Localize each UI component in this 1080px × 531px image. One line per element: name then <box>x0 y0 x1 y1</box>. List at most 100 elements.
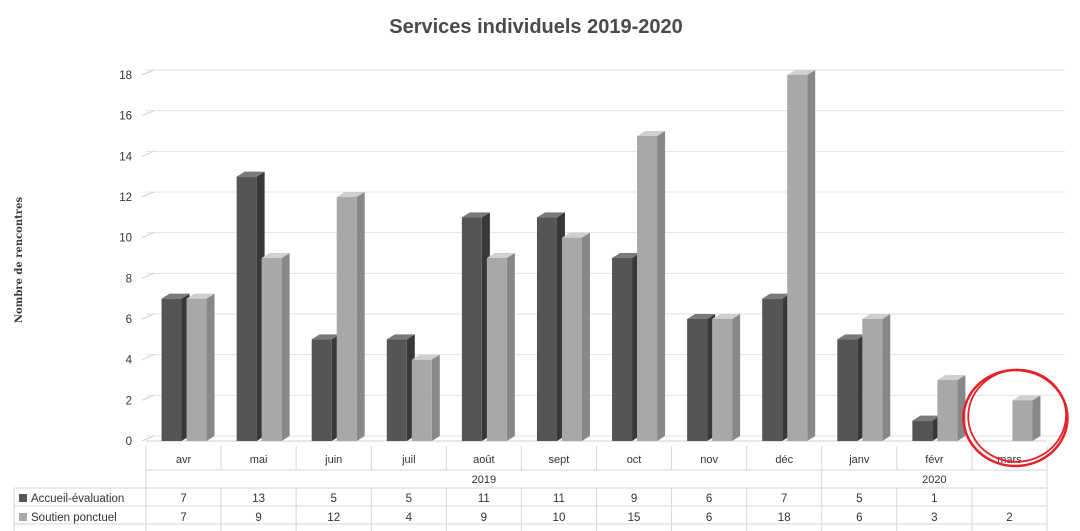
y-tick-label: 14 <box>119 151 132 163</box>
bar-front <box>762 298 783 441</box>
data-label: 18 <box>778 512 791 524</box>
data-label: 6 <box>706 493 712 505</box>
bar-front <box>336 197 357 441</box>
x-tick-label: août <box>473 454 494 466</box>
data-label: 13 <box>252 493 265 505</box>
data-table: avr mai juin juil août sept oct nov déc janv févr m… <box>13 446 1048 531</box>
bar-top <box>787 70 816 75</box>
bar-front <box>161 298 182 441</box>
bar-soutien-mars <box>1012 395 1041 441</box>
annotation-ring <box>967 368 1068 463</box>
bar-side <box>356 192 365 441</box>
bars <box>161 70 1041 441</box>
bar-top <box>687 314 716 319</box>
y-tick-label: 12 <box>119 192 132 204</box>
bar-soutien-août <box>486 253 515 441</box>
data-label: 6 <box>706 512 712 524</box>
gridline-tick <box>141 354 155 361</box>
bar-accueil-nov <box>687 314 716 441</box>
bar-top <box>236 171 265 177</box>
bar-front <box>862 319 883 441</box>
bar-front <box>536 217 557 441</box>
data-label: 2 <box>1006 512 1012 524</box>
bar-accueil-juil <box>386 334 415 441</box>
bar-soutien-févr <box>937 375 966 441</box>
y-tick-label: 16 <box>119 111 132 123</box>
data-label: 7 <box>781 493 787 505</box>
bar-side <box>581 232 590 441</box>
gridline-tick <box>141 69 155 76</box>
data-label: 9 <box>481 512 487 524</box>
bar-top <box>461 212 490 218</box>
bar-front <box>687 319 708 441</box>
gridline-tick <box>141 394 155 401</box>
bar-top <box>161 293 190 299</box>
bar-top <box>336 192 365 197</box>
data-label: 6 <box>856 512 862 524</box>
x-tick-label: oct <box>627 454 642 466</box>
bar-soutien-juil <box>411 354 440 441</box>
legend-swatch <box>19 513 27 521</box>
gridline-tick <box>141 191 155 198</box>
y-tick-label: 6 <box>126 314 132 326</box>
bar-top <box>762 293 791 299</box>
bar-front <box>261 258 282 441</box>
bar-front <box>186 298 207 441</box>
bar-soutien-sept <box>561 232 590 441</box>
legend-label: Soutien ponctuel <box>31 512 117 524</box>
bar-top <box>837 334 866 340</box>
bar-accueil-août <box>461 212 490 441</box>
bar-top <box>612 253 641 258</box>
data-label: 12 <box>327 512 340 524</box>
data-label: 7 <box>180 493 186 505</box>
bar-front <box>411 359 432 441</box>
x-tick-label: sept <box>549 454 570 466</box>
gridline-tick <box>141 150 155 157</box>
bar-top <box>561 232 590 238</box>
bar-accueil-avr <box>161 293 190 441</box>
bar-side <box>657 131 666 441</box>
data-label: 1 <box>931 493 937 505</box>
bar-front <box>236 176 257 441</box>
data-label: 11 <box>553 493 565 505</box>
bar-accueil-juin <box>311 334 340 441</box>
bar-front <box>561 237 582 441</box>
bar-accueil-mai <box>236 171 265 441</box>
y-tick-label: 2 <box>126 395 132 407</box>
data-label: 5 <box>331 493 337 505</box>
chart-title: Services individuels 2019-2020 <box>389 16 683 38</box>
bar-top <box>862 314 891 319</box>
bar-soutien-juin <box>336 192 365 441</box>
bar-front <box>937 380 958 441</box>
bar-top <box>311 334 340 340</box>
data-label: 9 <box>255 512 261 524</box>
bar-side <box>807 70 816 441</box>
gridline-tick <box>141 272 155 279</box>
y-tick-labels: 0 2 4 6 8 10 12 14 16 18 <box>119 70 132 448</box>
gridline-tick <box>141 110 155 117</box>
bar-front <box>486 258 507 441</box>
bar-side <box>431 354 440 441</box>
x-tick-label: févr <box>925 454 944 466</box>
bar-top <box>536 212 565 218</box>
bar-front <box>837 339 858 441</box>
data-label: 7 <box>180 512 186 524</box>
bar-top <box>637 131 666 136</box>
bar-side <box>506 253 515 441</box>
bar-side <box>281 253 290 441</box>
bar-top <box>1012 395 1041 401</box>
bar-front <box>1012 400 1033 441</box>
bar-soutien-janv <box>862 314 891 441</box>
data-label: 15 <box>628 512 641 524</box>
x-tick-label: mars <box>997 454 1022 466</box>
gridlines <box>141 69 1065 442</box>
bar-side <box>1032 395 1041 441</box>
bar-soutien-mai <box>261 253 290 441</box>
bar-accueil-janv <box>837 334 866 441</box>
bar-top <box>386 334 415 340</box>
x-tick-label: janv <box>848 454 870 466</box>
bar-front <box>386 339 407 441</box>
bar-soutien-oct <box>637 131 666 441</box>
x-tick-label: mai <box>250 454 268 466</box>
